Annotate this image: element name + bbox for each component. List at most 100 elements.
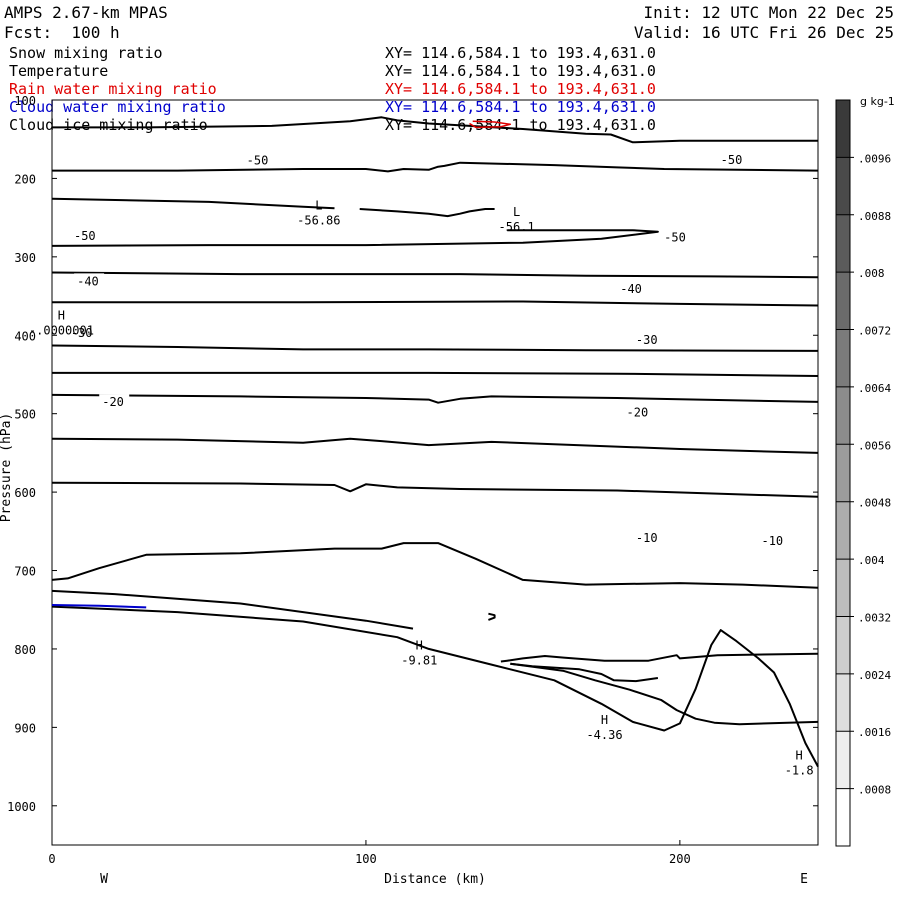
extremum-value-4: -4.36 [586,728,622,742]
colorbar-segment [836,731,850,789]
init-time: Init: 12 UTC Mon 22 Dec 25 [643,3,894,22]
colorbar-tick-label: .0096 [858,152,891,165]
y-tick-label: 900 [14,721,36,735]
isotherm-line-3 [359,208,495,218]
extremum-letter-0: L [315,199,322,213]
x-axis-title: Distance (km) [384,872,486,887]
y-tick-label: 700 [14,565,36,579]
colorbar-segment [836,673,850,732]
colorbar-segment [836,444,850,502]
colorbar-tick-label: .0016 [858,726,891,739]
isotherm-line-15 [500,652,819,663]
contour-label-bg [632,529,663,544]
contour-label-bg [99,394,130,409]
extremum-value-2: -.0000001 [29,323,94,337]
valid-time: Valid: 16 UTC Fri 26 Dec 25 [633,23,894,42]
contour-label-bg [617,281,648,296]
cloud-water-contour [51,604,147,609]
contour-label-bg [74,273,105,288]
isotherm-line-7 [51,344,819,352]
extremum-letter-2: H [58,308,65,322]
isotherm-line-12 [51,542,819,589]
colorbar-segment [836,157,850,215]
colorbar-tick-label: .0072 [858,325,891,338]
extremum-letter-3: H [416,639,423,653]
isotherm-line-6 [52,300,819,307]
isotherm-line-17 [510,662,819,726]
contour-label-8: -20 [102,395,124,409]
contour-label-bg [632,332,663,347]
east-label: E [800,872,808,887]
colorbar-tick-label: .0088 [858,210,891,223]
contour-label-10: -10 [636,531,658,545]
field-rain-xy: XY= 114.6,584.1 to 193.4,631.0 [385,80,656,98]
x-tick-label: 0 [48,852,55,866]
x-tick-label: 100 [355,852,377,866]
contour-label-7: -30 [636,333,658,347]
x-tick-label: 200 [669,852,691,866]
plot-frame [51,99,819,846]
y-axis-title: Pressure (hPa) [0,413,14,523]
isotherm-line-1 [52,161,819,173]
extremum-value-0: -56.86 [297,214,340,228]
terrain-surface [51,605,819,768]
contour-label-11: -10 [761,534,783,548]
colorbar-tick-label: .0024 [858,669,891,682]
y-tick-label: 800 [14,643,36,657]
isotherm-line-2 [51,197,335,210]
colorbar-segment [836,329,850,387]
contour-label-1: -50 [721,153,743,167]
field-temp-xy: XY= 114.6,584.1 to 193.4,631.0 [385,62,656,80]
y-tick-label: 200 [14,172,36,186]
model-title: AMPS 2.67-km MPAS [4,3,168,22]
colorbar-segment [836,559,850,617]
extremum-value-1: -56.1 [499,220,535,234]
contour-label-2: -50 [74,229,96,243]
isotherm-line-11 [51,481,819,498]
contour-label-4: -40 [77,274,99,288]
field-snow-xy: XY= 114.6,584.1 to 193.4,631.0 [385,44,656,62]
colorbar-frame [835,99,851,847]
colorbar-segment [836,501,850,560]
contour-label-bg [70,227,101,242]
isotherm-line-10 [51,437,819,454]
isotherm-line-5 [51,271,819,279]
isotherm-line-0 [52,116,818,144]
contour-label-bg [623,404,654,419]
colorbar-tick-label: .0064 [858,382,891,395]
y-tick-label: 300 [14,251,36,265]
field-temp-name: Temperature [9,62,109,80]
colorbar-tick-label: .004 [858,554,885,567]
y-tick-label: 600 [14,486,36,500]
contour-label-bg [717,151,748,166]
isotherm-line-13 [51,589,414,630]
field-cloudwater-xy: XY= 114.6,584.1 to 193.4,631.0 [385,98,656,116]
extremum-letter-4: H [601,713,608,727]
extremum-value-5: -1.8 [785,763,814,777]
colorbar-segment [836,214,850,273]
contour-label-0: -50 [247,154,269,168]
field-cloudwater-name: Cloud water mixing ratio [9,98,226,116]
contour-label-3: -50 [664,230,686,244]
west-label: W [100,872,108,887]
colorbar-segment [836,788,850,846]
colorbar-tick-label: .0048 [858,497,891,510]
y-tick-label: 400 [14,329,36,343]
colorbar-segment [836,100,850,158]
forecast-hour: Fcst: 100 h [4,23,120,42]
field-rain-name: Rain water mixing ratio [9,80,217,98]
contour-label-bg [758,532,789,547]
isotherm-line-8 [52,371,819,377]
colorbar-tick-label: .008 [858,267,885,280]
colorbar-unit: g kg-1 [860,95,895,108]
y-tick-label: 100 [14,94,36,108]
extremum-letter-1: L [513,205,520,219]
isotherm-line-14 [488,612,496,621]
y-tick-label: 1000 [7,800,36,814]
colorbar-tick-label: .0056 [858,439,891,452]
colorbar-tick-label: .0032 [858,611,891,624]
colorbar-tick-label: .0008 [858,784,891,797]
contour-label-bg [67,325,98,340]
y-tick-label: 500 [14,408,36,422]
